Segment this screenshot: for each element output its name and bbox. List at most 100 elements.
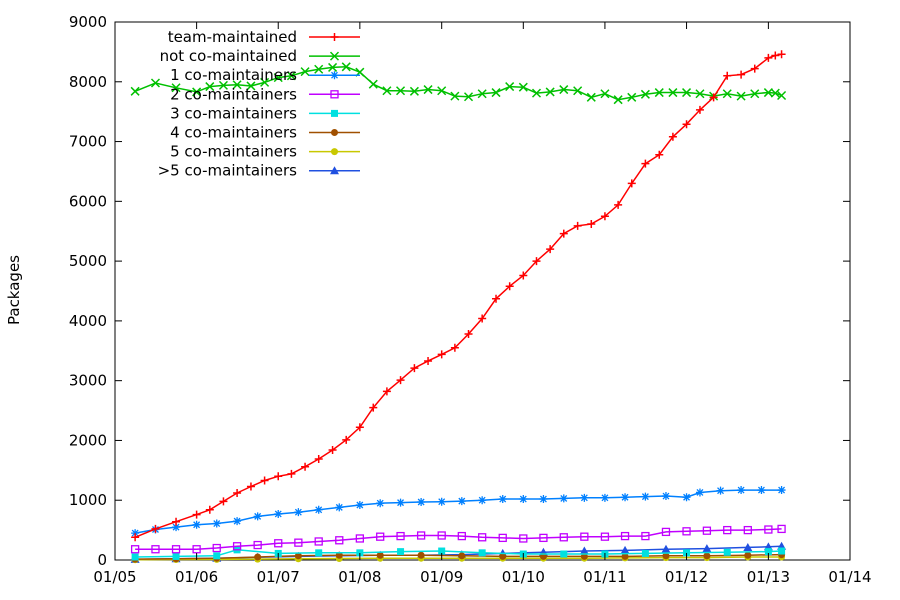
legend-entry: not co-maintained — [160, 47, 360, 65]
data-point — [253, 512, 262, 521]
data-point — [294, 538, 303, 547]
data-point — [212, 519, 221, 528]
y-tick-label: 1000 — [69, 491, 107, 509]
data-point — [641, 531, 650, 541]
data-point — [396, 531, 405, 541]
data-point — [246, 81, 256, 91]
data-point — [764, 53, 773, 62]
data-point — [355, 423, 364, 432]
legend-label: not co-maintained — [160, 47, 297, 65]
data-point — [396, 86, 406, 96]
data-point — [770, 88, 780, 98]
data-point — [641, 549, 649, 557]
data-point — [382, 387, 391, 396]
data-point — [423, 85, 433, 95]
data-point — [560, 550, 568, 558]
data-point — [205, 505, 214, 514]
data-point — [213, 552, 221, 560]
legend-label: 5 co-maintainers — [170, 143, 297, 161]
data-point — [519, 534, 528, 543]
data-point — [382, 86, 392, 96]
plot-frame — [114, 21, 851, 561]
data-point — [192, 87, 202, 97]
x-tick-label: 01/13 — [747, 568, 790, 586]
data-point — [620, 545, 630, 554]
data-point — [579, 546, 589, 555]
data-point — [205, 82, 215, 92]
data-point — [437, 531, 446, 540]
data-point — [329, 51, 340, 61]
data-point — [559, 85, 569, 95]
data-point — [695, 89, 705, 99]
data-point — [586, 92, 596, 102]
data-point — [559, 229, 568, 238]
y-tick-label: 3000 — [69, 372, 107, 390]
x-tick-label: 01/05 — [93, 568, 136, 586]
data-point — [450, 343, 459, 352]
data-point — [335, 503, 344, 512]
data-point — [246, 482, 255, 491]
y-tick-label: 8000 — [69, 73, 107, 91]
data-point — [273, 73, 283, 83]
data-point — [294, 552, 302, 560]
y-tick-label: 5000 — [69, 252, 107, 270]
legend-entry: 2 co-maintainers — [170, 85, 360, 103]
data-point — [330, 90, 339, 99]
x-tick-label: 01/14 — [828, 568, 871, 586]
data-point — [478, 533, 487, 542]
data-point — [600, 89, 610, 99]
data-point — [499, 552, 507, 560]
data-point — [130, 86, 140, 96]
data-point — [330, 71, 339, 80]
data-point — [368, 79, 378, 89]
legend-label: team-maintained — [168, 28, 297, 46]
data-point — [457, 497, 466, 506]
x-tick-label: 01/11 — [583, 568, 626, 586]
data-point — [573, 86, 583, 96]
data-point — [702, 544, 712, 553]
data-point — [192, 510, 201, 519]
data-point — [232, 542, 242, 551]
data-point — [218, 80, 228, 90]
data-point — [300, 67, 310, 77]
x-tick-label: 01/08 — [338, 568, 381, 586]
data-point — [463, 92, 474, 102]
legend-entry: 4 co-maintainers — [170, 124, 360, 142]
data-point — [314, 64, 324, 74]
data-point — [274, 472, 283, 481]
data-point — [260, 476, 269, 485]
data-point — [744, 551, 752, 559]
data-point — [355, 501, 364, 510]
data-point — [613, 95, 623, 105]
data-point — [491, 88, 501, 98]
data-point — [683, 549, 691, 557]
data-point — [621, 493, 630, 502]
data-point — [668, 88, 678, 98]
legend-entry: 3 co-maintainers — [170, 104, 360, 122]
data-point — [518, 82, 528, 92]
data-point — [505, 282, 514, 291]
plot-area — [114, 21, 851, 561]
data-point — [580, 493, 589, 502]
data-point — [614, 200, 623, 209]
data-point — [150, 78, 161, 88]
y-tick-label: 7000 — [69, 133, 107, 151]
data-point — [661, 544, 671, 553]
data-point — [559, 533, 568, 542]
legend-entry: team-maintained — [168, 28, 360, 46]
data-point — [777, 50, 786, 59]
data-point — [587, 220, 596, 229]
data-point — [682, 88, 692, 98]
data-point — [750, 64, 759, 73]
data-point — [274, 509, 283, 518]
data-point — [314, 454, 323, 463]
data-point — [416, 531, 426, 540]
data-point — [254, 553, 262, 561]
data-point — [314, 505, 323, 514]
data-point — [356, 549, 364, 557]
data-point — [640, 89, 650, 99]
data-point — [519, 271, 528, 280]
data-point — [539, 533, 548, 543]
x-tick-label: 01/06 — [175, 568, 218, 586]
